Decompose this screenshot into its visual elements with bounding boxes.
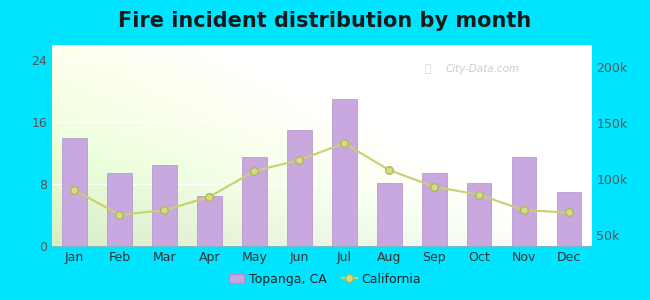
Bar bbox=[62, 138, 87, 246]
Bar bbox=[512, 157, 536, 246]
Bar bbox=[332, 99, 357, 246]
Bar bbox=[556, 192, 581, 246]
Bar bbox=[197, 196, 222, 246]
Bar bbox=[422, 172, 447, 246]
Legend: Topanga, CA, California: Topanga, CA, California bbox=[224, 268, 426, 291]
Bar bbox=[287, 130, 311, 246]
Text: ⓘ: ⓘ bbox=[424, 64, 431, 74]
Bar bbox=[152, 165, 177, 246]
Bar bbox=[107, 172, 132, 246]
Bar bbox=[242, 157, 266, 246]
Text: Fire incident distribution by month: Fire incident distribution by month bbox=[118, 11, 532, 31]
Bar bbox=[377, 183, 402, 246]
Bar bbox=[467, 183, 491, 246]
Text: City-Data.com: City-Data.com bbox=[446, 64, 520, 74]
